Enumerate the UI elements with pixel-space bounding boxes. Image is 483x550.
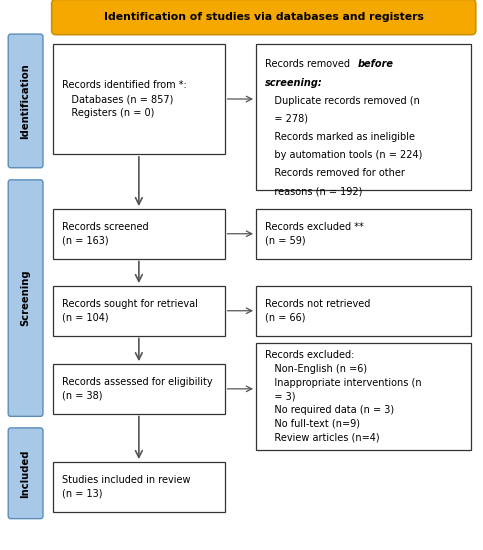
Text: Records identified from *:
   Databases (n = 857)
   Registers (n = 0): Records identified from *: Databases (n … (62, 80, 186, 118)
Text: Studies included in review
(n = 13): Studies included in review (n = 13) (62, 475, 190, 498)
Text: Screening: Screening (21, 270, 30, 326)
Text: Records not retrieved
(n = 66): Records not retrieved (n = 66) (265, 299, 370, 322)
Text: Included: Included (21, 449, 30, 498)
Text: Records removed: Records removed (265, 59, 353, 69)
Text: Records removed for other: Records removed for other (265, 168, 405, 178)
Bar (256, 286, 471, 336)
Text: Identification: Identification (21, 63, 30, 139)
Bar (53, 364, 225, 414)
FancyBboxPatch shape (52, 0, 476, 35)
Text: Records excluded **
(n = 59): Records excluded ** (n = 59) (265, 222, 363, 245)
Bar (256, 209, 471, 258)
FancyBboxPatch shape (8, 34, 43, 168)
Text: by automation tools (n = 224): by automation tools (n = 224) (265, 150, 422, 160)
Bar (53, 462, 225, 512)
Text: Records assessed for eligibility
(n = 38): Records assessed for eligibility (n = 38… (62, 377, 213, 400)
Bar (256, 44, 471, 190)
FancyBboxPatch shape (8, 180, 43, 416)
Bar (256, 343, 471, 450)
Text: reasons (n = 192): reasons (n = 192) (265, 186, 362, 196)
Bar (53, 209, 225, 258)
Text: Records sought for retrieval
(n = 104): Records sought for retrieval (n = 104) (62, 299, 198, 322)
Text: Records screened
(n = 163): Records screened (n = 163) (62, 222, 148, 245)
Text: before: before (357, 59, 394, 69)
Bar (53, 44, 225, 154)
Bar (53, 286, 225, 336)
Text: Duplicate records removed (n: Duplicate records removed (n (265, 96, 420, 106)
Text: Records excluded:
   Non-English (n =6)
   Inappropriate interventions (n
   = 3: Records excluded: Non-English (n =6) Ina… (265, 350, 421, 442)
Text: = 278): = 278) (265, 114, 308, 124)
Text: screening:: screening: (265, 78, 323, 87)
Text: Identification of studies via databases and registers: Identification of studies via databases … (104, 12, 424, 22)
FancyBboxPatch shape (8, 428, 43, 519)
Text: Records marked as ineligible: Records marked as ineligible (265, 132, 415, 142)
